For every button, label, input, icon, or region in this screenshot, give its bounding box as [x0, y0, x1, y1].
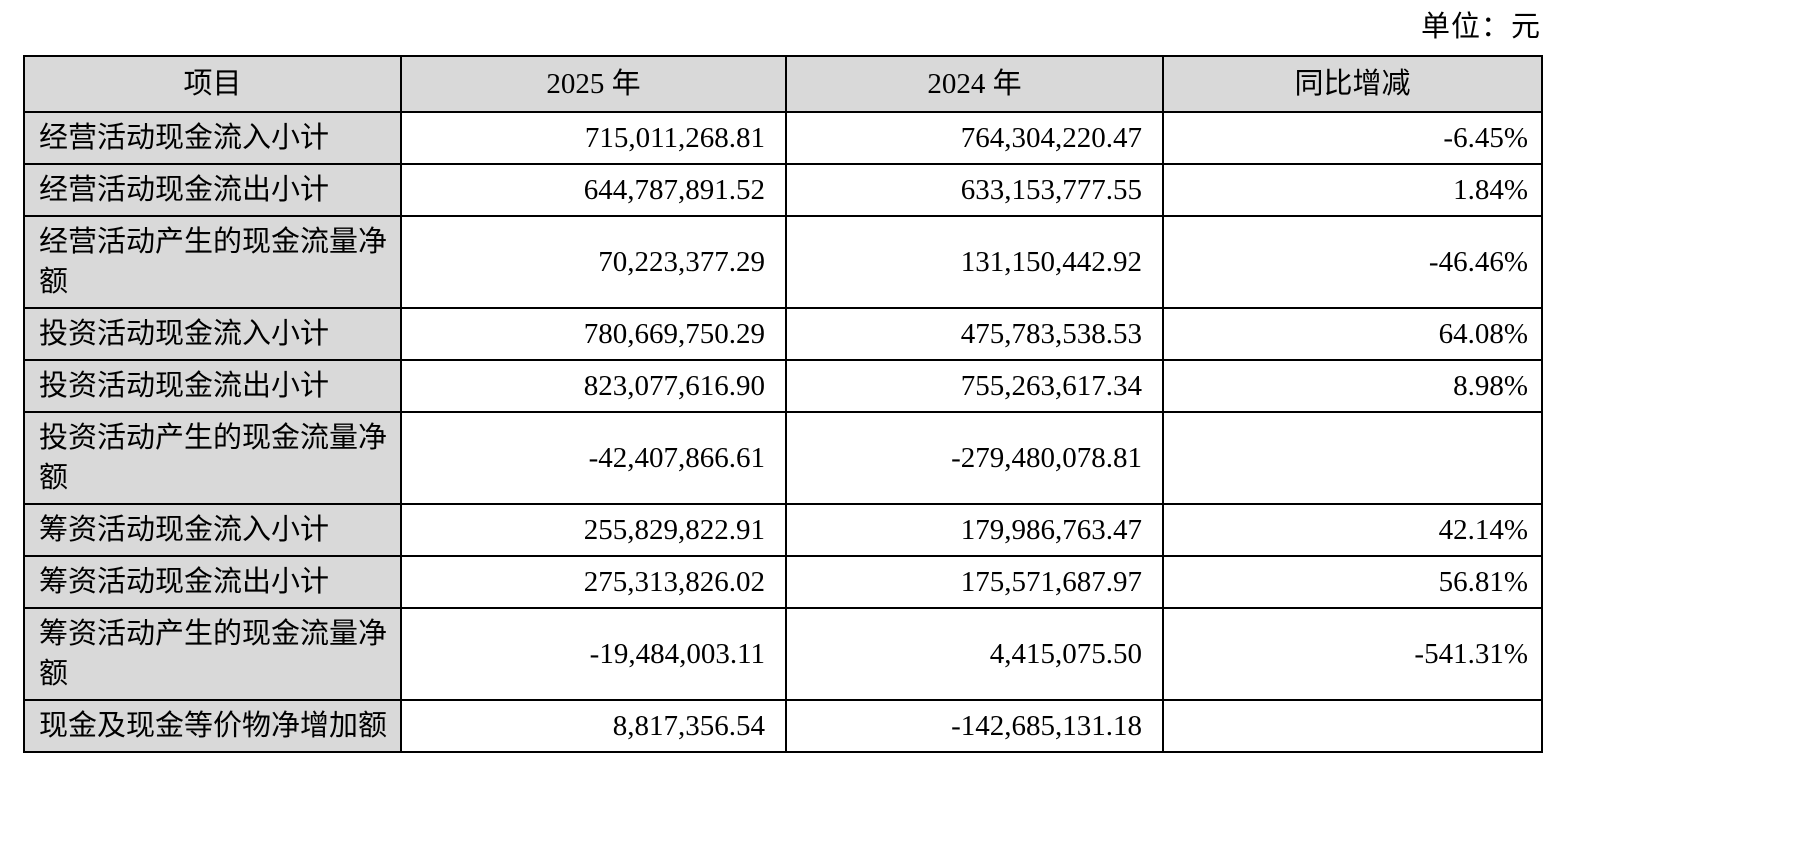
- table-row: 投资活动现金流出小计 823,077,616.90 755,263,617.34…: [23, 359, 1543, 414]
- row-label: 经营活动产生的现金流量净额: [23, 215, 402, 310]
- value-yoy: 56.81%: [1162, 555, 1543, 610]
- row-label: 投资活动现金流出小计: [23, 359, 402, 414]
- row-label: 投资活动产生的现金流量净额: [23, 411, 402, 506]
- value-2025: 70,223,377.29: [400, 215, 787, 310]
- table-row: 经营活动现金流出小计 644,787,891.52 633,153,777.55…: [23, 163, 1543, 218]
- row-label: 筹资活动现金流出小计: [23, 555, 402, 610]
- header-2024: 2024 年: [785, 54, 1164, 114]
- value-yoy: 64.08%: [1162, 307, 1543, 362]
- value-yoy: -541.31%: [1162, 607, 1543, 702]
- value-2025: 780,669,750.29: [400, 307, 787, 362]
- value-2025: -42,407,866.61: [400, 411, 787, 506]
- table-row: 筹资活动现金流出小计 275,313,826.02 175,571,687.97…: [23, 555, 1543, 610]
- table-row: 投资活动现金流入小计 780,669,750.29 475,783,538.53…: [23, 307, 1543, 362]
- value-yoy: 8.98%: [1162, 359, 1543, 414]
- row-label: 筹资活动产生的现金流量净额: [23, 607, 402, 702]
- value-2024: 131,150,442.92: [785, 215, 1164, 310]
- unit-label: 单位：元: [1420, 11, 1541, 43]
- value-2025: 823,077,616.90: [400, 359, 787, 414]
- value-yoy: -46.46%: [1162, 215, 1543, 310]
- value-2025: 275,313,826.02: [400, 555, 787, 610]
- cash-flow-table: 项目 2025 年 2024 年 同比增减 经营活动现金流入小计 715,011…: [23, 54, 1543, 754]
- value-2024: 175,571,687.97: [785, 555, 1164, 610]
- table-row: 现金及现金等价物净增加额 8,817,356.54 -142,685,131.1…: [23, 699, 1543, 754]
- value-yoy: 42.14%: [1162, 503, 1543, 558]
- row-label: 现金及现金等价物净增加额: [23, 699, 402, 754]
- value-2024: 764,304,220.47: [785, 111, 1164, 166]
- row-label: 经营活动现金流出小计: [23, 163, 402, 218]
- header-yoy: 同比增减: [1162, 54, 1543, 114]
- value-2024: 179,986,763.47: [785, 503, 1164, 558]
- value-yoy: -6.45%: [1162, 111, 1543, 166]
- value-2024: 755,263,617.34: [785, 359, 1164, 414]
- table-row: 经营活动产生的现金流量净额 70,223,377.29 131,150,442.…: [23, 215, 1543, 310]
- value-2025: 8,817,356.54: [400, 699, 787, 754]
- value-yoy: [1162, 411, 1543, 506]
- value-2025: 255,829,822.91: [400, 503, 787, 558]
- row-label: 筹资活动现金流入小计: [23, 503, 402, 558]
- table-row: 经营活动现金流入小计 715,011,268.81 764,304,220.47…: [23, 111, 1543, 166]
- header-2025: 2025 年: [400, 54, 787, 114]
- header-item: 项目: [23, 54, 402, 114]
- value-2024: 4,415,075.50: [785, 607, 1164, 702]
- value-2025: -19,484,003.11: [400, 607, 787, 702]
- table-header-row: 项目 2025 年 2024 年 同比增减: [23, 54, 1543, 114]
- value-2025: 644,787,891.52: [400, 163, 787, 218]
- value-2024: 633,153,777.55: [785, 163, 1164, 218]
- row-label: 经营活动现金流入小计: [23, 111, 402, 166]
- value-yoy: 1.84%: [1162, 163, 1543, 218]
- value-2024: -279,480,078.81: [785, 411, 1164, 506]
- table-row: 筹资活动产生的现金流量净额 -19,484,003.11 4,415,075.5…: [23, 607, 1543, 702]
- value-2024: -142,685,131.18: [785, 699, 1164, 754]
- value-yoy: [1162, 699, 1543, 754]
- table-row: 筹资活动现金流入小计 255,829,822.91 179,986,763.47…: [23, 503, 1543, 558]
- value-2024: 475,783,538.53: [785, 307, 1164, 362]
- table-row: 投资活动产生的现金流量净额 -42,407,866.61 -279,480,07…: [23, 411, 1543, 506]
- value-2025: 715,011,268.81: [400, 111, 787, 166]
- row-label: 投资活动现金流入小计: [23, 307, 402, 362]
